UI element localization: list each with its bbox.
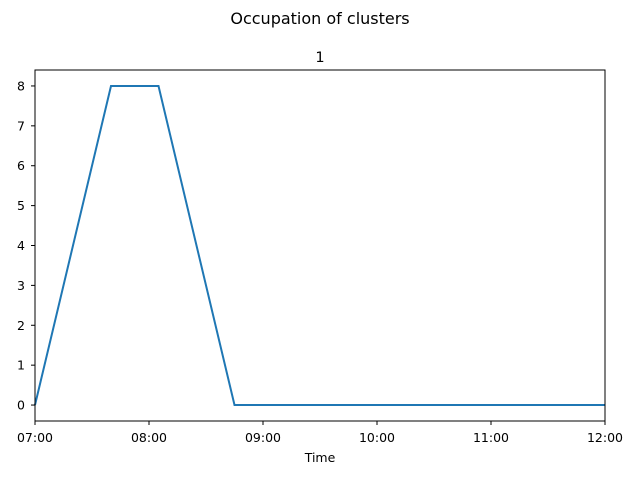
y-tick-label: 1 bbox=[17, 358, 25, 373]
series-line bbox=[34, 85, 605, 406]
y-axis: 0 1 2 3 4 5 6 7 8 bbox=[17, 78, 35, 413]
x-tick-label: 07:00 bbox=[17, 430, 53, 445]
x-tick-label: 09:00 bbox=[245, 430, 281, 445]
x-axis-label: Time bbox=[304, 450, 336, 465]
y-tick-label: 2 bbox=[17, 318, 25, 333]
chart-title: Occupation of clusters bbox=[230, 9, 409, 28]
x-tick-label: 12:00 bbox=[587, 430, 623, 445]
x-tick-label: 08:00 bbox=[131, 430, 167, 445]
y-tick-label: 7 bbox=[17, 118, 25, 133]
y-tick-label: 4 bbox=[17, 238, 25, 253]
y-tick-label: 3 bbox=[17, 278, 25, 293]
x-axis: 07:00 08:00 09:00 10:00 11:00 12:00 bbox=[17, 421, 623, 445]
y-tick-label: 6 bbox=[17, 158, 25, 173]
x-tick-label: 10:00 bbox=[359, 430, 395, 445]
chart-subtitle: 1 bbox=[315, 50, 324, 66]
y-tick-label: 5 bbox=[17, 198, 25, 213]
plot-area bbox=[34, 85, 605, 406]
axes-frame bbox=[34, 69, 606, 422]
x-tick-label: 11:00 bbox=[473, 430, 509, 445]
y-tick-label: 8 bbox=[17, 78, 25, 93]
y-tick-label: 0 bbox=[17, 398, 25, 413]
